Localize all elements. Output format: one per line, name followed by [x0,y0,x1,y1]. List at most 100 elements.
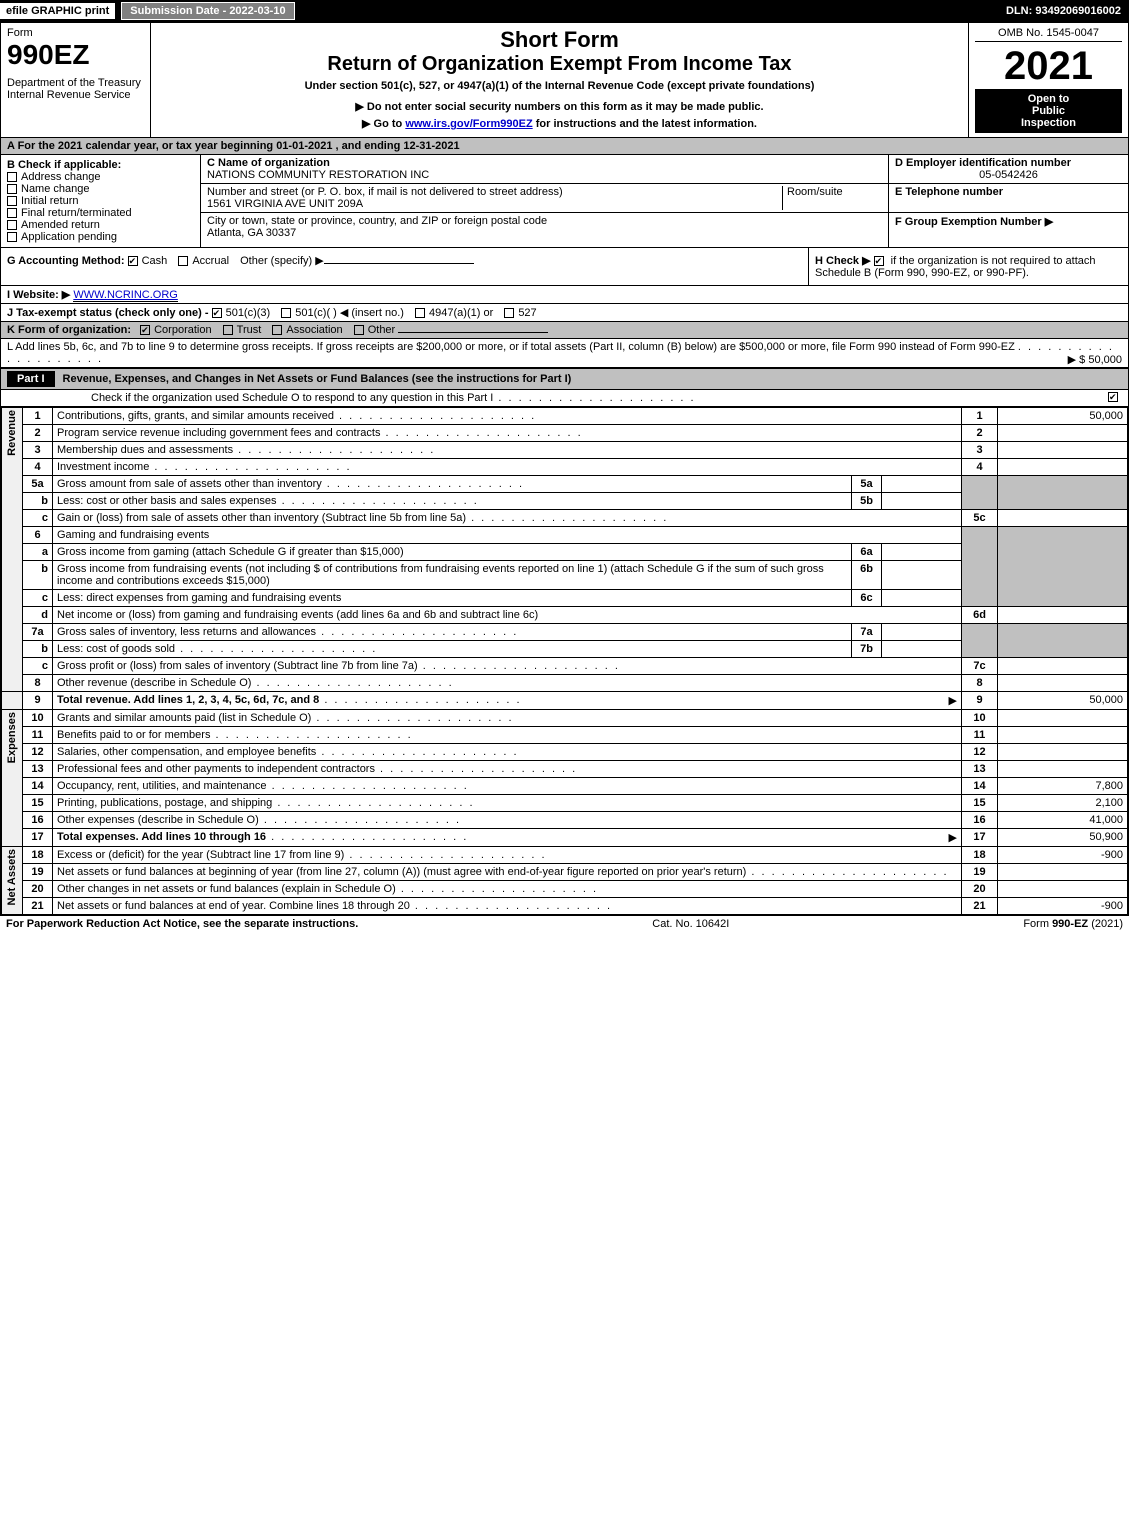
street-label: Number and street (or P. O. box, if mail… [207,186,782,198]
form-word: Form [7,27,144,39]
chk-other-org[interactable] [354,325,364,335]
efile-label: efile GRAPHIC print [0,3,115,19]
chk-501c[interactable] [281,308,291,318]
chk-schedule-o[interactable] [1108,392,1118,402]
section-GH: G Accounting Method: Cash Accrual Other … [1,248,1128,286]
line15-amt: 2,100 [998,795,1128,812]
revenue-sidelabel: Revenue [2,408,23,692]
B-label: B Check if applicable: [7,159,194,171]
line21-desc: Net assets or fund balances at end of ye… [53,898,962,915]
header: Form 990EZ Department of the Treasury In… [1,23,1128,138]
line2-desc: Program service revenue including govern… [53,425,962,442]
footer-left: For Paperwork Reduction Act Notice, see … [6,918,358,930]
line15-desc: Printing, publications, postage, and shi… [53,795,962,812]
header-left: Form 990EZ Department of the Treasury In… [1,23,151,137]
G-cell: G Accounting Method: Cash Accrual Other … [1,248,808,285]
line13-desc: Professional fees and other payments to … [53,761,962,778]
part1-table: Revenue 1 Contributions, gifts, grants, … [1,407,1128,915]
line5c-desc: Gain or (loss) from sale of assets other… [53,510,962,527]
line21-amt: -900 [998,898,1128,915]
L-text: L Add lines 5b, 6c, and 7b to line 9 to … [7,341,1015,353]
org-name-cell: C Name of organization NATIONS COMMUNITY… [201,155,888,184]
D-label: D Employer identification number [895,157,1122,169]
ein: 05-0542426 [895,169,1122,181]
line6b-desc: Gross income from fundraising events (no… [53,561,852,590]
title-return: Return of Organization Exempt From Incom… [157,53,962,76]
dept-treasury: Department of the Treasury [7,77,144,89]
line6d-desc: Net income or (loss) from gaming and fun… [53,607,962,624]
line-J: J Tax-exempt status (check only one) - 5… [1,304,1128,322]
line5b-desc: Less: cost or other basis and sales expe… [53,493,852,510]
form-body: Form 990EZ Department of the Treasury In… [0,22,1129,916]
line-K: K Form of organization: Corporation Trus… [1,322,1128,339]
line1-desc: Contributions, gifts, grants, and simila… [53,408,962,425]
chk-name-change[interactable]: Name change [7,183,194,195]
chk-4947[interactable] [415,308,425,318]
room-label: Room/suite [782,186,882,210]
line6a-desc: Gross income from gaming (attach Schedul… [53,544,852,561]
line5a-desc: Gross amount from sale of assets other t… [53,476,852,493]
chk-527[interactable] [504,308,514,318]
col-B: B Check if applicable: Address change Na… [1,155,201,247]
E-label: E Telephone number [895,186,1122,198]
chk-trust[interactable] [223,325,233,335]
line17-amt: 50,900 [998,829,1128,847]
line16-desc: Other expenses (describe in Schedule O) [53,812,962,829]
line6-desc: Gaming and fundraising events [53,527,962,544]
line20-desc: Other changes in net assets or fund bala… [53,881,962,898]
chk-accrual[interactable] [178,256,188,266]
chk-application-pending[interactable]: Application pending [7,231,194,243]
note-goto: ▶ Go to www.irs.gov/Form990EZ for instru… [157,117,962,130]
open-inspection: Open to Public Inspection [975,89,1122,133]
chk-assoc[interactable] [272,325,282,335]
header-right: OMB No. 1545-0047 2021 Open to Public In… [968,23,1128,137]
F-label: F Group Exemption Number ▶ [895,215,1122,228]
part1-header: Part I Revenue, Expenses, and Changes in… [1,368,1128,390]
expenses-sidelabel: Expenses [2,710,23,847]
line3-desc: Membership dues and assessments [53,442,962,459]
tax-year: 2021 [975,44,1122,89]
city-label: City or town, state or province, country… [207,215,882,227]
part1-bar: Part I [7,371,55,387]
chk-amended-return[interactable]: Amended return [7,219,194,231]
chk-501c3[interactable] [212,308,222,318]
G-label: G Accounting Method: [7,255,125,267]
city: Atlanta, GA 30337 [207,227,882,239]
line9-amt: 50,000 [998,692,1128,710]
line18-amt: -900 [998,847,1128,864]
phone-cell: E Telephone number [889,184,1128,213]
col-D: D Employer identification number 05-0542… [888,155,1128,247]
chk-cash[interactable] [128,256,138,266]
footer: For Paperwork Reduction Act Notice, see … [0,916,1129,932]
col-C: C Name of organization NATIONS COMMUNITY… [201,155,888,247]
city-cell: City or town, state or province, country… [201,213,888,241]
line11-desc: Benefits paid to or for members [53,727,962,744]
chk-corp[interactable] [140,325,150,335]
website-link[interactable]: WWW.NCRINC.ORG [73,289,177,302]
line4-desc: Investment income [53,459,962,476]
line17-desc: Total expenses. Add lines 10 through 16 … [53,829,962,847]
irs: Internal Revenue Service [7,89,144,101]
H-cell: H Check ▶ if the organization is not req… [808,248,1128,285]
line16-amt: 41,000 [998,812,1128,829]
org-name: NATIONS COMMUNITY RESTORATION INC [207,169,882,181]
chk-H[interactable] [874,256,884,266]
line7a-desc: Gross sales of inventory, less returns a… [53,624,852,641]
line10-desc: Grants and similar amounts paid (list in… [53,710,962,727]
irs-link[interactable]: www.irs.gov/Form990EZ [405,118,532,130]
dln: DLN: 93492069016002 [998,3,1129,19]
line12-desc: Salaries, other compensation, and employ… [53,744,962,761]
line7b-desc: Less: cost of goods sold [53,641,852,658]
submission-date: Submission Date - 2022-03-10 [121,2,294,20]
header-center: Short Form Return of Organization Exempt… [151,23,968,137]
line-A: A For the 2021 calendar year, or tax yea… [1,138,1128,155]
line8-desc: Other revenue (describe in Schedule O) [53,675,962,692]
chk-address-change[interactable]: Address change [7,171,194,183]
C-label: C Name of organization [207,157,882,169]
line-I: I Website: ▶ WWW.NCRINC.ORG [1,286,1128,304]
chk-initial-return[interactable]: Initial return [7,195,194,207]
line9-desc: Total revenue. Add lines 1, 2, 3, 4, 5c,… [53,692,962,710]
line-L: L Add lines 5b, 6c, and 7b to line 9 to … [1,339,1128,368]
K-label: K Form of organization: [7,324,131,336]
chk-final-return[interactable]: Final return/terminated [7,207,194,219]
